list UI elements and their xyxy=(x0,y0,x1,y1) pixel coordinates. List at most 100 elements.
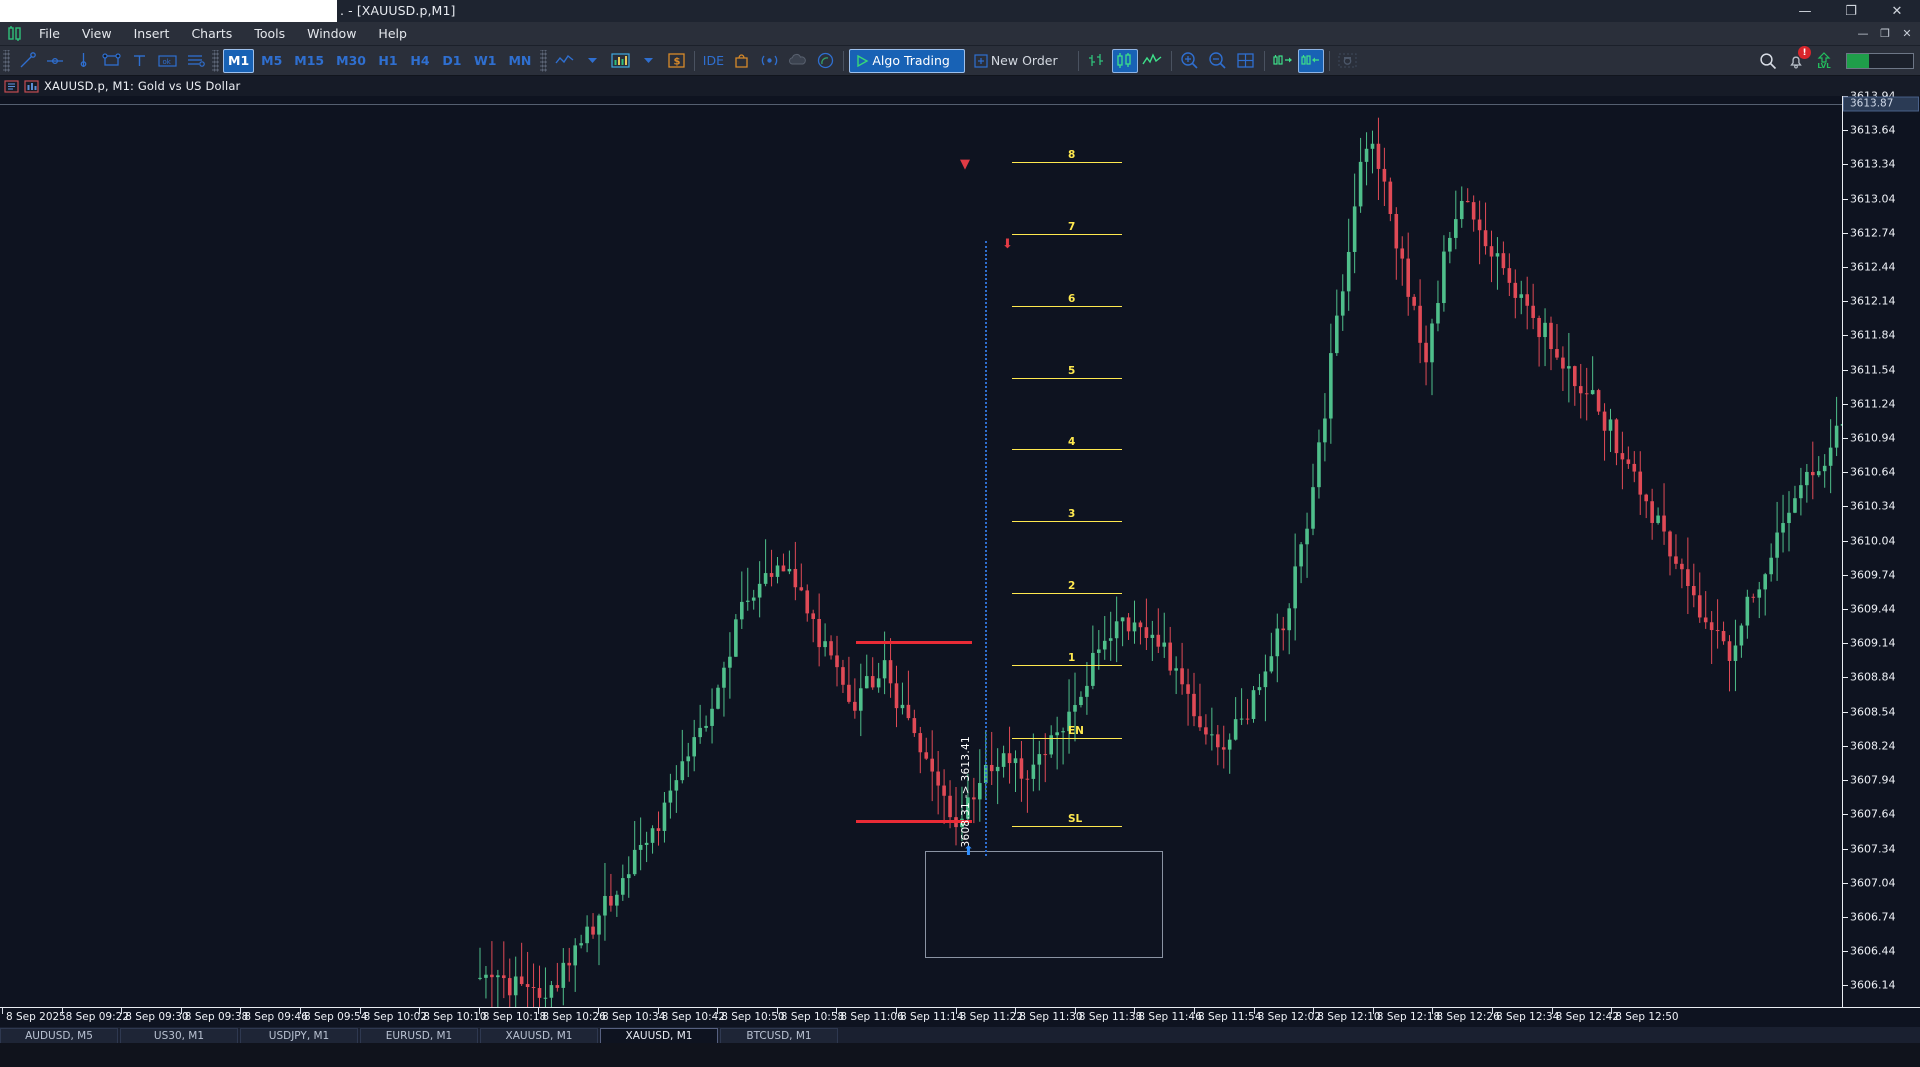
level-line-7[interactable] xyxy=(1012,233,1122,235)
level-line-en[interactable] xyxy=(1012,737,1122,739)
time-label: 8 Sep 11:14 xyxy=(900,1011,964,1023)
chart-symbol-title: XAUUSD.p, M1: Gold vs US Dollar xyxy=(44,79,241,93)
price-label: 3608.84 xyxy=(1850,670,1896,684)
zoom-in-icon[interactable] xyxy=(1177,49,1203,73)
market-icon[interactable] xyxy=(728,49,754,73)
price-label: 3609.14 xyxy=(1850,636,1896,650)
label-tool-icon[interactable]: ok xyxy=(154,49,180,73)
price-tick xyxy=(1843,198,1848,200)
level-line-6[interactable] xyxy=(1012,305,1122,307)
toolbar-grip-2[interactable] xyxy=(212,49,219,72)
level-line-3[interactable] xyxy=(1012,521,1122,523)
entry-zone-bottom-line[interactable] xyxy=(856,820,972,823)
chart-tab-us30[interactable]: US30, M1 xyxy=(120,1028,238,1043)
timeframe-m30[interactable]: M30 xyxy=(336,53,366,68)
menu-view[interactable]: View xyxy=(81,26,112,41)
indicators-dropdown-chevron-down-icon[interactable] xyxy=(579,49,605,73)
new-order-button[interactable]: New Order xyxy=(967,49,1073,73)
level-line-4[interactable] xyxy=(1012,449,1122,451)
restore-icon[interactable]: ❐ xyxy=(1845,3,1857,19)
mdi-close-icon[interactable]: ✕ xyxy=(1902,26,1912,40)
chart-tab-audusd[interactable]: AUDUSD, M5 xyxy=(0,1028,118,1043)
auto-scroll-icon[interactable] xyxy=(1297,48,1324,73)
timeframe-d1[interactable]: D1 xyxy=(442,53,462,68)
timeframe-h4[interactable]: H4 xyxy=(410,53,430,68)
algo-trading-button[interactable]: Algo Trading xyxy=(849,48,965,73)
level-line-8[interactable] xyxy=(1012,162,1122,164)
timeframe-m15[interactable]: M15 xyxy=(294,53,325,68)
menu-charts[interactable]: Charts xyxy=(191,26,233,41)
toolbar-grip-3[interactable] xyxy=(540,49,548,72)
zoom-out-icon[interactable] xyxy=(1205,49,1231,73)
line-chart-icon[interactable] xyxy=(1140,49,1166,73)
main-toolbar: ok M1 M5 M15 M30 H1 H4 D1 W1 MN $ xyxy=(0,46,1920,76)
indicators-icon[interactable] xyxy=(551,49,577,73)
entry-zone-top-line[interactable] xyxy=(856,641,972,644)
time-tick xyxy=(717,1008,719,1014)
price-tick xyxy=(1843,985,1848,987)
level-line-1[interactable] xyxy=(1012,664,1122,666)
ide-label: IDE xyxy=(702,53,724,68)
trendline-tool-icon[interactable] xyxy=(42,49,68,73)
chart-properties-icon xyxy=(24,79,39,93)
chart-tab-xauusd-1[interactable]: XAUUSD, M1 xyxy=(480,1028,598,1043)
timeframe-mn[interactable]: MN xyxy=(508,53,532,68)
time-label: 8 Sep 11:30 xyxy=(1019,1011,1083,1023)
price-label: 3608.54 xyxy=(1850,705,1896,719)
level-line-sl[interactable] xyxy=(1012,825,1122,827)
minimize-icon[interactable]: — xyxy=(1798,3,1812,19)
templates-icon[interactable] xyxy=(607,49,633,73)
price-axis[interactable]: 3613.94 3613.64 3613.34 3613.04 3612.74 3612.… xyxy=(1842,90,1920,1007)
level-line-5[interactable] xyxy=(1012,377,1122,379)
level-label-7: 7 xyxy=(1068,220,1076,233)
templates-dropdown-chevron-down-icon[interactable] xyxy=(635,49,661,73)
currency-icon[interactable]: $ xyxy=(663,49,689,73)
text-tool-icon[interactable] xyxy=(126,49,152,73)
rectangle-tool-icon[interactable] xyxy=(98,49,124,73)
vps-icon[interactable] xyxy=(784,49,810,73)
toolbar-grip-1[interactable] xyxy=(3,49,10,72)
timeframe-m5[interactable]: M5 xyxy=(261,53,283,68)
chart-tab-xauusd-2[interactable]: XAUUSD, M1 xyxy=(600,1028,718,1043)
time-label: 8 Sep 12:18 xyxy=(1376,1011,1441,1023)
time-tick xyxy=(1194,1008,1195,1014)
grid-icon[interactable] xyxy=(1233,49,1259,73)
timeframe-h1[interactable]: H1 xyxy=(378,53,398,68)
signals-icon[interactable] xyxy=(756,49,782,73)
timeframe-w1[interactable]: W1 xyxy=(473,53,497,68)
timeframe-m1[interactable]: M1 xyxy=(223,48,255,73)
close-icon[interactable]: ✕ xyxy=(1891,3,1903,19)
time-label: 8 Sep 10:10 xyxy=(423,1011,487,1023)
title-bar: . - [XAUUSD.p,M1] — ❐ ✕ xyxy=(0,0,1920,22)
price-tick xyxy=(1843,574,1848,576)
menu-tools[interactable]: Tools xyxy=(254,26,286,41)
mdi-minimize-icon[interactable]: — xyxy=(1857,26,1869,40)
menu-window[interactable]: Window xyxy=(307,26,357,41)
candlestick-chart-icon[interactable] xyxy=(1111,48,1138,73)
vertical-line-tool-icon[interactable] xyxy=(70,49,96,73)
chart-tab-eurusd[interactable]: EURUSD, M1 xyxy=(360,1028,478,1043)
chart-tab-usdjpy[interactable]: USDJPY, M1 xyxy=(240,1028,358,1043)
menu-help[interactable]: Help xyxy=(378,26,407,41)
level-indicator-icon[interactable]: LVL xyxy=(1811,49,1837,73)
current-price-line xyxy=(0,103,1842,105)
bar-chart-icon[interactable] xyxy=(1084,49,1110,73)
mdi-restore-icon[interactable]: ❐ xyxy=(1880,26,1890,40)
crosshair-tool-icon[interactable] xyxy=(14,49,40,73)
menu-file[interactable]: File xyxy=(39,26,60,41)
title-overlay-region xyxy=(0,0,337,22)
lines-tool-icon[interactable] xyxy=(182,49,208,73)
scroll-to-end-icon[interactable] xyxy=(1270,49,1296,73)
menu-insert[interactable]: Insert xyxy=(133,26,170,41)
community-icon[interactable] xyxy=(812,49,838,73)
chart-plot-area[interactable]: 8 7 6 5 4 3 2 1 EN SL 3608.31 -> 3613.41 ⬆ ⬇ ▼ xyxy=(0,96,1920,1007)
time-tick xyxy=(657,1008,659,1014)
search-icon[interactable] xyxy=(1755,49,1781,73)
level-line-2[interactable] xyxy=(1012,593,1122,595)
ide-button[interactable]: IDE xyxy=(700,49,726,73)
chart-tab-btcusd[interactable]: BTCUSD, M1 xyxy=(720,1028,838,1043)
time-axis[interactable]: 8 Sep 2025 8 Sep 09:22 8 Sep 09:30 8 Sep 09… xyxy=(0,1007,1920,1027)
position-box[interactable] xyxy=(925,851,1163,958)
screenshot-icon[interactable] xyxy=(1335,49,1361,73)
notifications-bell-icon[interactable]: ! xyxy=(1783,46,1811,73)
